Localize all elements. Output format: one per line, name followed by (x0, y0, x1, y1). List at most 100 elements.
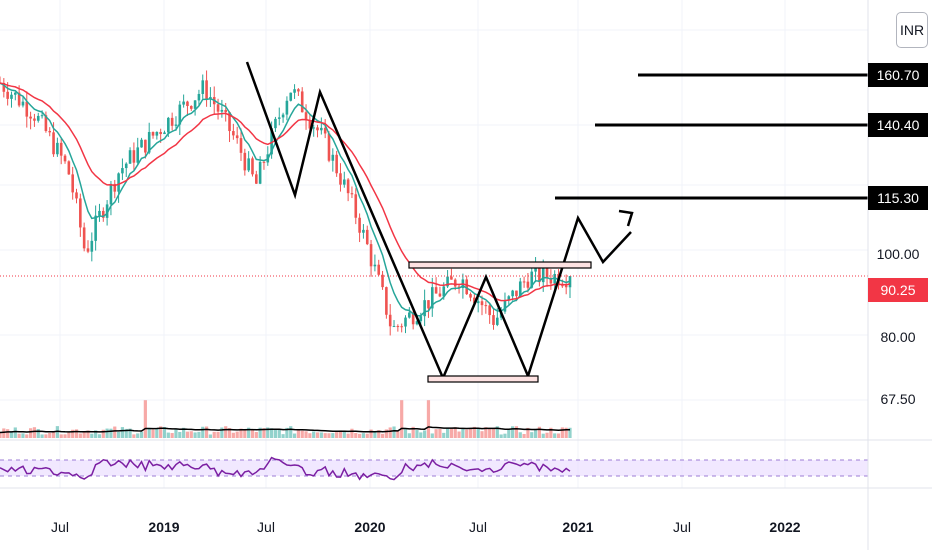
candle-body (124, 163, 128, 169)
arrow-head (618, 209, 634, 227)
volume-bar (67, 432, 71, 438)
volume-bar (97, 434, 102, 438)
candle-body (388, 314, 392, 327)
candle-body (358, 217, 361, 233)
target-price-tags: 160.70 140.40 115.30 (868, 63, 928, 210)
volume-bar (250, 429, 255, 438)
candle-body (373, 264, 377, 267)
candle-body (354, 194, 358, 218)
volume-bar (545, 432, 549, 438)
volume-bar (174, 428, 178, 438)
volume-bar (472, 426, 476, 438)
volume-bar (212, 431, 216, 438)
candle-body (174, 124, 178, 126)
time-axis-label: Jul (51, 519, 69, 535)
price-axis[interactable]: 100.00 80.00 67.50 (877, 246, 920, 407)
volume-bar (36, 429, 40, 438)
volume-bar (170, 433, 174, 438)
volume-bar (296, 430, 300, 438)
candle-body (14, 92, 17, 95)
candle-body (561, 285, 564, 287)
candle-body (327, 133, 331, 161)
candle-body (243, 152, 247, 171)
volume-bar (304, 431, 308, 438)
candle-body (48, 131, 52, 133)
candle-body (289, 92, 293, 101)
volume-bar (514, 426, 519, 438)
candle-body (469, 294, 472, 298)
candle-body (381, 274, 384, 288)
volume-bar (495, 426, 499, 438)
candle-body (151, 132, 155, 136)
volume-bar (40, 434, 44, 438)
volume-bar (17, 433, 21, 438)
candle-body (427, 300, 430, 309)
candle-body (304, 112, 308, 121)
candle-body (346, 179, 350, 194)
time-axis-label: 2022 (769, 519, 800, 535)
volume-bar (537, 426, 541, 438)
volume-bar (292, 433, 297, 438)
candle-body (163, 132, 166, 135)
pattern-drawings[interactable] (245, 61, 868, 383)
volume-bar (216, 431, 220, 438)
candle-body (484, 305, 488, 307)
candle-body (465, 279, 469, 295)
volume-bar (319, 432, 323, 438)
volume-bar (124, 428, 128, 438)
volume-bar (0, 432, 2, 438)
volume-bar (13, 427, 17, 438)
volume-bar (476, 428, 480, 438)
candle-body (377, 264, 381, 275)
volume-bar (289, 426, 293, 438)
volume-bar (25, 434, 29, 438)
candle-body (90, 240, 94, 252)
candle-body (415, 321, 419, 325)
candle-body (98, 210, 101, 216)
volume-bar (132, 434, 136, 438)
candle-body (6, 91, 9, 99)
volume-bar (90, 433, 94, 438)
candle-body (277, 117, 281, 119)
volume-bar (480, 431, 484, 438)
currency-button[interactable]: INR (896, 12, 928, 48)
candle-body (232, 131, 235, 136)
volume-moving-average-line (0, 426, 571, 434)
volume-bar (109, 428, 113, 438)
current-price-label: 90.25 (880, 282, 915, 298)
volume-bar (300, 430, 304, 438)
volume-bar (323, 433, 327, 438)
candle-body (235, 135, 239, 139)
candle-body (538, 265, 541, 283)
candle-body (350, 193, 354, 195)
volume-bar (86, 430, 90, 438)
candle-body (121, 168, 124, 174)
time-axis-label: Jul (257, 519, 275, 535)
volume-bar (392, 426, 396, 438)
candle-body (404, 317, 407, 327)
candle-body (113, 183, 117, 192)
current-price-tag: 90.25 (868, 278, 928, 302)
candle-body (59, 142, 63, 156)
time-axis[interactable]: Jul 2019 Jul 2020 Jul 2021 Jul 2022 (51, 519, 801, 535)
volume-bar (365, 433, 369, 438)
candle-body (101, 210, 105, 218)
volume-bar (491, 428, 496, 438)
volume-bar (258, 427, 262, 438)
candle-body (274, 118, 277, 129)
volume-bar (457, 431, 461, 438)
candle-body (526, 281, 530, 288)
candle-body (362, 229, 365, 233)
candle-body (515, 290, 518, 297)
volume-bar (182, 427, 186, 438)
volume-bar (384, 429, 388, 438)
volume-bar (2, 428, 6, 438)
volume-bar (44, 434, 48, 438)
candle-body (530, 271, 534, 288)
candle-body (400, 326, 403, 328)
candle-body (2, 82, 6, 92)
volume-bar (74, 429, 79, 438)
candle-body (224, 109, 228, 113)
volume-bar (266, 427, 270, 438)
